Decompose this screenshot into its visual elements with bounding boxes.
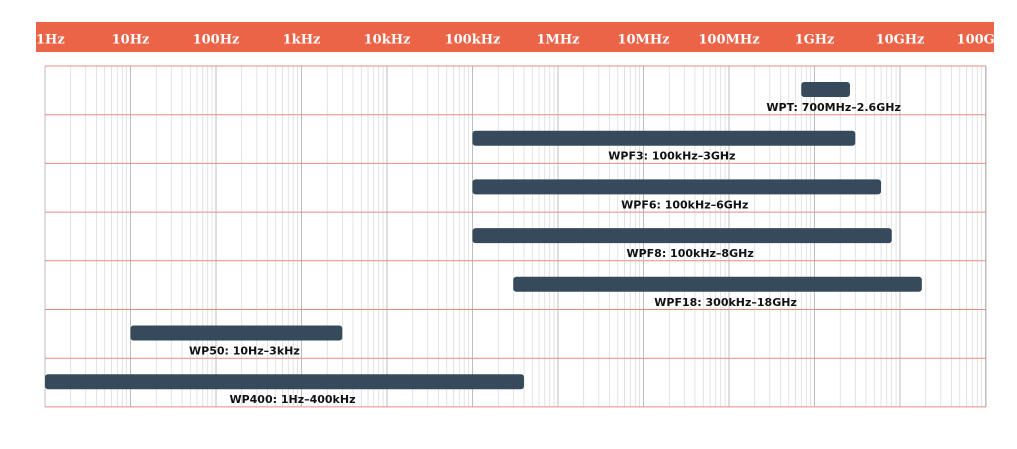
tick-label: 10MHz xyxy=(617,33,669,48)
range-bar xyxy=(45,374,524,390)
range-bar-label: WPT: 700MHz–2.6GHz xyxy=(766,101,900,114)
range-bar xyxy=(801,82,850,97)
header-band xyxy=(36,22,994,52)
range-bar xyxy=(130,325,343,341)
range-bar xyxy=(472,228,892,244)
tick-label: 100MHz xyxy=(698,33,759,48)
range-bar-label: WPF3: 100kHz–3GHz xyxy=(608,150,735,163)
tick-label: 10kHz xyxy=(364,33,411,48)
tick-label: 1kHz xyxy=(283,33,321,48)
range-bar-label: WPF8: 100kHz–8GHz xyxy=(626,247,753,260)
tick-labels: 1Hz 10Hz 100Hz 1kHz 10kHz 100kHz 1MHz 10MHz 100M… xyxy=(36,33,1014,48)
range-bar-label: WP50: 10Hz–3kHz xyxy=(189,345,300,358)
tick-label: 1MHz xyxy=(536,33,579,48)
tick-label: 10Hz xyxy=(112,33,150,48)
range-bars xyxy=(45,82,922,390)
range-bar-label: WPF6: 100kHz–6GHz xyxy=(621,198,748,211)
range-bar-label: WPF18: 300kHz–18GHz xyxy=(654,296,797,309)
range-bar xyxy=(472,179,882,195)
row-separators xyxy=(45,65,986,408)
range-bar xyxy=(472,130,856,146)
tick-label: 1GHz xyxy=(795,33,835,48)
tick-label: 10GHz xyxy=(876,33,925,48)
tick-label: 100kHz xyxy=(445,33,501,48)
bar-labels: WPT: 700MHz–2.6GHz WPF3: 100kHz–3GHz WPF6:… xyxy=(189,101,901,406)
range-bar xyxy=(513,276,922,292)
tick-label: 1Hz xyxy=(36,33,65,48)
tick-label: 100Hz xyxy=(193,33,240,48)
range-bar-label: WP400: 1Hz–400kHz xyxy=(229,393,355,406)
tick-label: 100GHz xyxy=(957,33,1015,48)
